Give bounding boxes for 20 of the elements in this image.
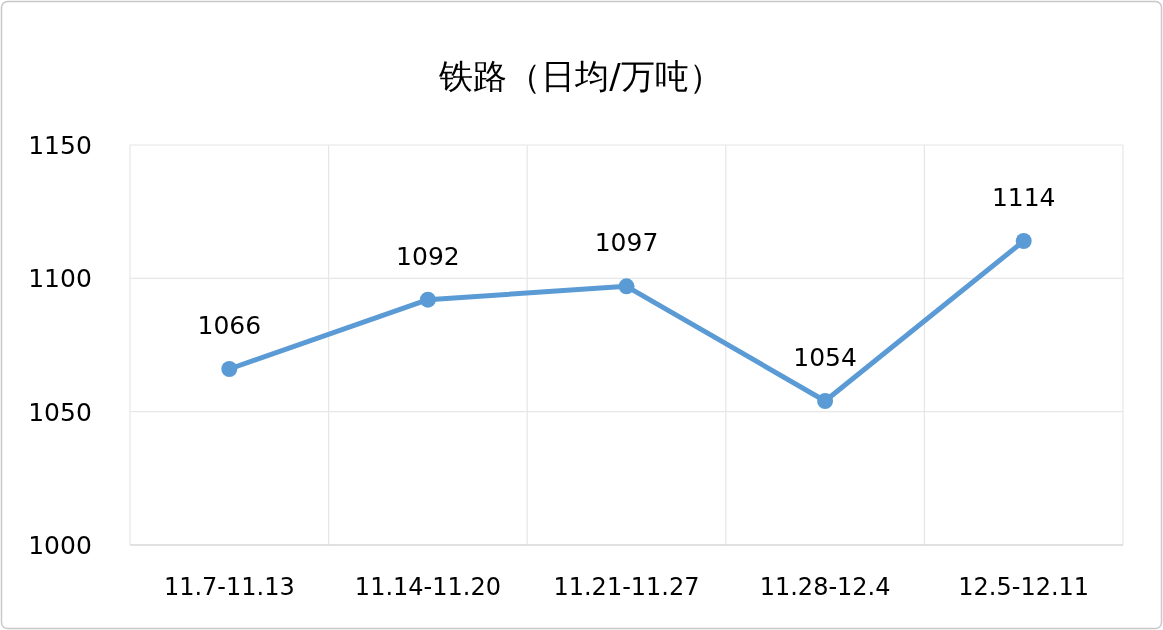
data-label: 1097 xyxy=(594,228,659,258)
x-tick-label: 11.21-11.27 xyxy=(553,573,700,601)
point xyxy=(1015,233,1032,249)
point xyxy=(817,393,834,409)
point xyxy=(618,278,635,295)
x-tick-label: 12.5-12.11 xyxy=(958,573,1090,601)
data-label: 1066 xyxy=(197,311,262,340)
chart-title: 铁路（日均/万吨） xyxy=(438,56,723,96)
y-tick-label: 1100 xyxy=(28,264,92,294)
data-label: 1054 xyxy=(793,343,857,372)
point xyxy=(221,361,238,377)
data-label: 1092 xyxy=(396,241,460,271)
x-tick-label: 11.28-12.4 xyxy=(759,573,891,601)
x-tick-label: 11.14-11.20 xyxy=(354,573,501,601)
y-tick-label: 1000 xyxy=(28,531,92,560)
y-tick-label: 1050 xyxy=(28,397,92,427)
y-tick-label: 1150 xyxy=(28,131,92,160)
data-label: 1114 xyxy=(991,183,1056,212)
x-tick-label: 11.7-11.13 xyxy=(163,573,295,601)
point xyxy=(419,291,436,308)
